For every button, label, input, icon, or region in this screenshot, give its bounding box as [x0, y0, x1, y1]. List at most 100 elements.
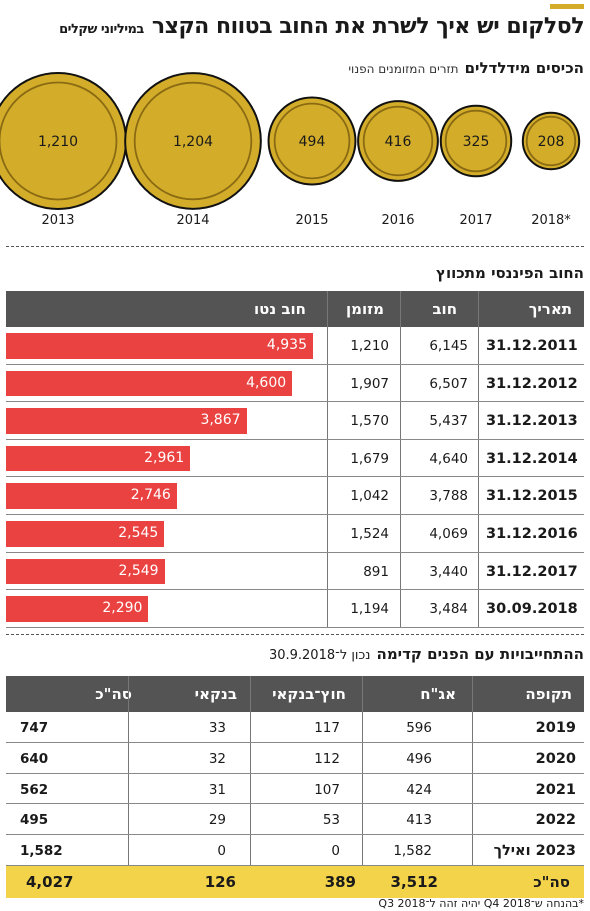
coin-2017: 325 2017 — [439, 104, 513, 228]
row-cash: 1,210 — [350, 338, 389, 354]
row-debt: 5,437 — [429, 413, 468, 430]
column-separator — [400, 291, 401, 628]
total-total: 4,027 — [26, 873, 74, 891]
row-period: 2023 ואילך — [493, 843, 576, 860]
net-debt-bar — [6, 333, 313, 359]
net-debt-bar — [6, 521, 165, 547]
row-period: 2022 — [535, 812, 576, 829]
coins-section-title: הכיסים מידלדליםתזרים המזומנים הפנוי — [348, 59, 584, 77]
coin-chart: 1,210 2013 1,204 2014 494 2015 416 2016 325 2017 2… — [0, 72, 581, 228]
coin-year-label: 2018* — [531, 213, 571, 228]
total-period: סה"כ — [533, 873, 570, 891]
row-divider — [6, 514, 584, 515]
row-nonbank: 53 — [322, 812, 340, 829]
row-debt: 4,640 — [429, 450, 468, 467]
obligations-title: ההתחייבויות עם הפנים קדימהנכון ל־30.9.20… — [268, 645, 584, 663]
net-debt-label: 2,549 — [118, 562, 159, 579]
row-debt: 3,484 — [429, 601, 468, 618]
col-bank: בנקאי — [194, 685, 237, 703]
row-bank: 31 — [208, 781, 226, 798]
row-cash: 1,570 — [350, 413, 389, 430]
row-cash: 1,524 — [350, 526, 389, 542]
coin-value-label: 208 — [538, 134, 565, 150]
net-debt-label: 2,746 — [130, 487, 171, 504]
coin-value-label: 416 — [385, 134, 412, 150]
title-unit: במיליוני שקלים — [59, 22, 144, 37]
net-debt-bar — [6, 408, 247, 434]
page-title: לסלקום יש איך לשרת את החוב בטווח הקצרבמי… — [59, 14, 584, 39]
col-nonbank: חוץ־בנקאי — [272, 685, 346, 703]
net-debt-label: 2,545 — [118, 525, 159, 541]
column-separator — [327, 291, 328, 628]
divider — [6, 634, 584, 635]
col-bonds: אג"ח — [420, 685, 456, 703]
row-date: 31.12.2011 — [486, 338, 578, 354]
row-bank: 0 — [217, 843, 226, 860]
row-cash: 1,679 — [350, 450, 389, 467]
col-debt: חוב — [432, 300, 457, 318]
row-bonds: 413 — [406, 812, 432, 829]
net-debt-label: 4,935 — [266, 337, 307, 353]
row-divider — [6, 865, 584, 866]
row-bank: 33 — [208, 720, 226, 736]
obligations-note: נכון ל־30.9.2018 — [268, 648, 371, 663]
coin-value-label: 1,210 — [38, 134, 78, 150]
row-nonbank: 112 — [314, 750, 340, 767]
row-cash: 891 — [363, 563, 389, 580]
coin-inner — [362, 105, 434, 177]
row-bonds: 496 — [406, 750, 432, 767]
column-separator — [128, 676, 129, 866]
row-nonbank: 0 — [331, 843, 340, 860]
row-divider — [6, 626, 584, 628]
net-debt-bar — [6, 370, 293, 397]
coin-value-label: 325 — [463, 134, 490, 150]
net-debt-bar — [6, 483, 177, 509]
row-divider — [6, 438, 584, 440]
coin-inner — [444, 109, 508, 173]
net-debt-bar — [6, 558, 165, 585]
total-bonds: 3,512 — [390, 873, 438, 891]
row-date: 31.12.2015 — [486, 488, 578, 505]
row-period: 2020 — [535, 750, 576, 767]
coin-2018*: 208 2018* — [521, 111, 581, 228]
coin-year-label: 2016 — [381, 213, 414, 228]
coin-year-label: 2015 — [295, 213, 328, 228]
column-separator — [472, 676, 473, 866]
col-period: תקופה — [525, 685, 572, 703]
footnote: *בהנחה ש־Q4 2018 יהיה זהה ל־Q3 2018 — [378, 897, 584, 910]
row-debt: 4,069 — [429, 526, 468, 542]
row-divider — [6, 476, 584, 478]
row-bonds: 596 — [406, 720, 432, 736]
row-divider — [6, 401, 584, 403]
debt-table-header: תאריך חוב מזומן חוב נטו — [6, 291, 584, 327]
row-bank: 32 — [208, 750, 226, 767]
row-period: 2021 — [535, 781, 576, 798]
row-total: 562 — [20, 781, 49, 798]
row-date: 31.12.2012 — [486, 375, 578, 392]
net-debt-bar — [6, 445, 191, 472]
row-date: 31.12.2013 — [486, 413, 578, 430]
col-total: סה"כ — [95, 685, 132, 703]
row-nonbank: 107 — [314, 781, 340, 798]
col-net-debt: חוב נטו — [254, 300, 306, 318]
net-debt-label: 4,600 — [246, 374, 287, 391]
row-date: 30.09.2018 — [486, 601, 578, 618]
row-cash: 1,042 — [350, 488, 389, 505]
row-cash: 1,907 — [350, 375, 389, 392]
coin-2013: 1,210 2013 — [0, 72, 127, 228]
column-separator — [478, 291, 479, 628]
row-debt: 3,440 — [429, 563, 468, 580]
row-divider — [6, 363, 584, 365]
col-date: תאריך — [528, 300, 572, 318]
coin-inner — [525, 115, 577, 167]
row-total: 1,582 — [20, 843, 63, 860]
accent-bar — [550, 4, 584, 9]
row-divider — [6, 741, 584, 743]
obligations-total-row: סה"כ 3,512 389 126 4,027 — [6, 866, 584, 898]
row-divider — [6, 551, 584, 553]
row-debt: 6,507 — [429, 375, 468, 392]
column-separator — [250, 676, 251, 866]
row-debt: 3,788 — [429, 488, 468, 505]
coin-2015: 494 2015 — [267, 96, 357, 228]
row-period: 2019 — [535, 720, 576, 736]
